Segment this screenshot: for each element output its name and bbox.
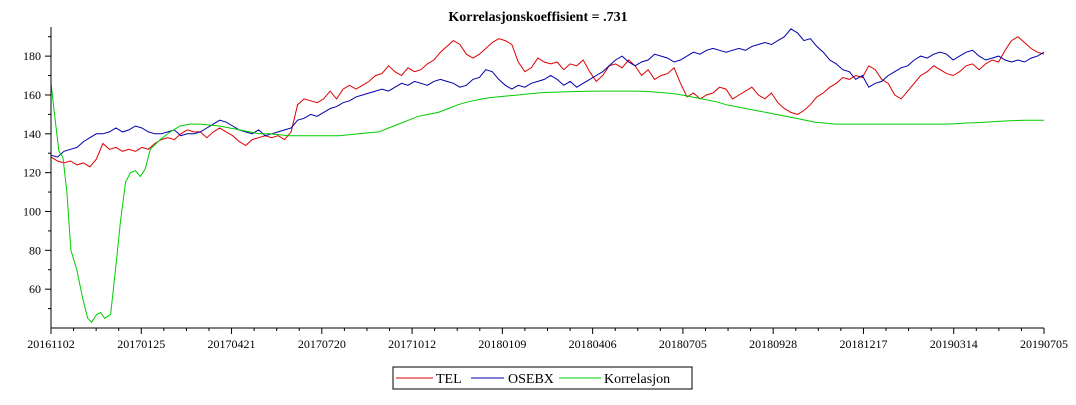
x-tick-label: 20190705 <box>1020 337 1068 351</box>
plot-lines <box>50 28 1045 323</box>
x-tick-label: 20161102 <box>27 337 75 351</box>
x-tick-label: 20180109 <box>478 337 526 351</box>
x-tick-label: 20170720 <box>298 337 346 351</box>
x-tick-label: 20171012 <box>388 337 436 351</box>
y-tick-label: 160 <box>23 88 41 102</box>
y-tick-label: 120 <box>23 166 41 180</box>
y-tick-label: 180 <box>23 49 41 63</box>
series-line-osebx <box>50 28 1045 158</box>
x-tick-label: 20170421 <box>208 337 256 351</box>
chart-title: Korrelasjonskoeffisient = .731 <box>448 10 627 25</box>
legend-label-osebx: OSEBX <box>508 372 554 387</box>
x-tick-label: 20181217 <box>839 337 887 351</box>
x-tick-label: 20180406 <box>569 337 617 351</box>
x-tick-label: 20190314 <box>930 337 978 351</box>
y-tick-label: 100 <box>23 204 41 218</box>
y-tick-label: 80 <box>29 243 41 257</box>
x-tick-label: 20180705 <box>659 337 707 351</box>
legend-label-tel: TEL <box>436 372 462 387</box>
legend-label-korrelasjon: Korrelasjon <box>604 372 670 387</box>
series-line-tel <box>50 36 1045 168</box>
x-tick-label: 20170125 <box>117 337 165 351</box>
legend: TEL OSEBX Korrelasjon <box>392 366 693 390</box>
x-tick-label: 20180928 <box>749 337 797 351</box>
series-line-korrelasjon <box>50 83 1044 323</box>
axes: 60 80 100 120 140 160 180 20161102 20170125 20170… <box>23 27 1068 351</box>
legend-box <box>392 366 693 390</box>
y-tick-label: 140 <box>23 127 41 141</box>
y-tick-label: 60 <box>29 282 41 296</box>
